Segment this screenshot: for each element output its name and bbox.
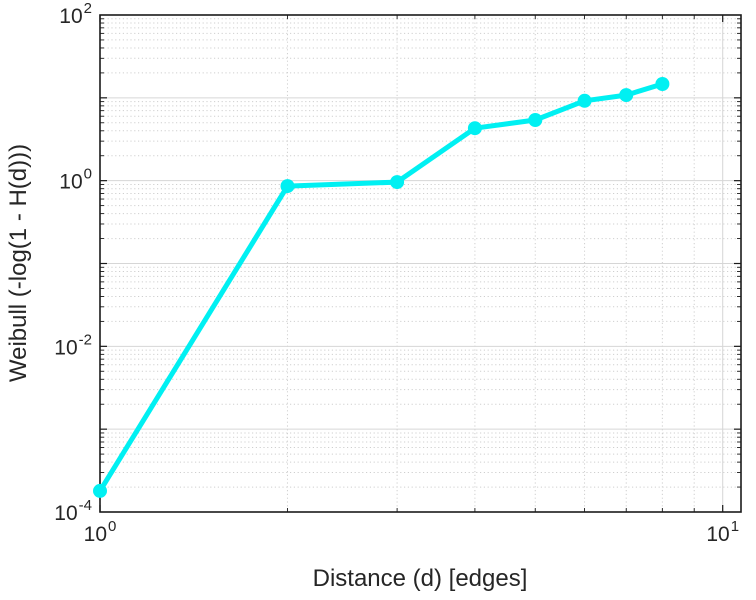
major-grid-layer bbox=[100, 15, 741, 512]
data-point-marker bbox=[93, 483, 107, 498]
x-axis-label: Distance (d) [edges] bbox=[313, 565, 528, 592]
data-point-marker bbox=[655, 77, 670, 91]
data-point-marker bbox=[280, 179, 295, 194]
data-point-marker bbox=[577, 93, 592, 108]
tick-label: 102 bbox=[59, 0, 92, 28]
data-point-marker bbox=[619, 88, 634, 103]
y-tick-label-group: 102 100 10-2 10-4 bbox=[54, 0, 92, 525]
data-point-marker bbox=[467, 121, 482, 136]
tick-mark-layer bbox=[99, 15, 741, 512]
tick-label: 100 bbox=[59, 166, 92, 194]
tick-label: 10-4 bbox=[54, 497, 92, 525]
x-tick-label-group: 100 101 bbox=[84, 518, 739, 546]
data-point-marker bbox=[390, 175, 405, 190]
data-point-marker bbox=[528, 113, 543, 127]
tick-label: 100 bbox=[84, 518, 117, 546]
y-axis-label: Weibull (-log(1 - H(d))) bbox=[5, 144, 32, 382]
series-line bbox=[97, 81, 665, 494]
tick-label: 10-2 bbox=[54, 331, 92, 359]
tick-label: 101 bbox=[706, 518, 739, 546]
series-layer bbox=[93, 77, 670, 498]
